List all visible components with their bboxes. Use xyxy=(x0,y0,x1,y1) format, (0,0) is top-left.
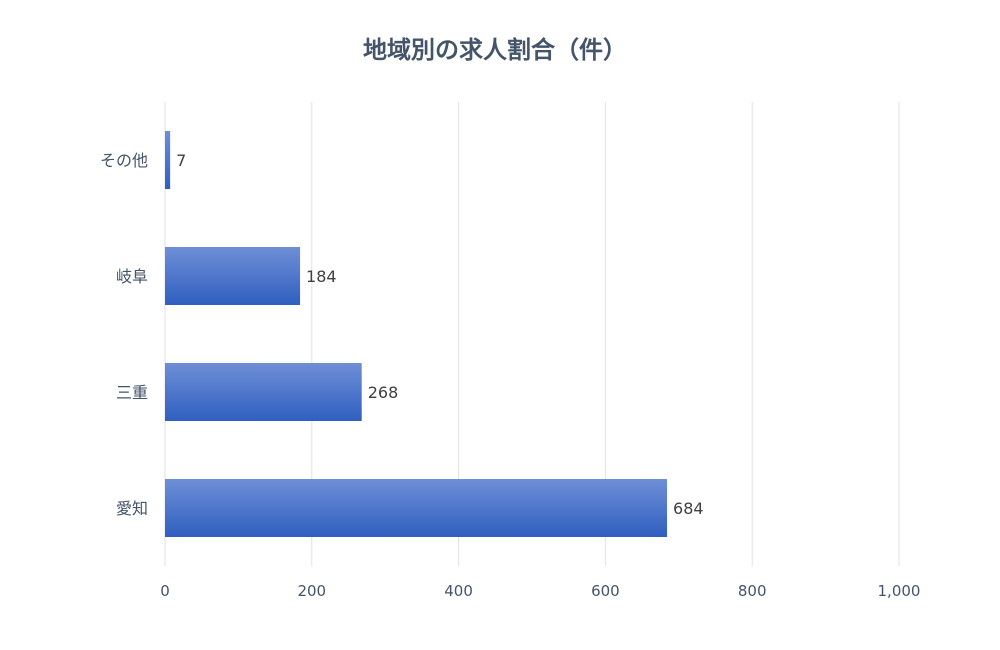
x-tick-label: 0 xyxy=(160,582,170,600)
data-label: 7 xyxy=(176,151,186,170)
data-labels: 7 184 268 684 xyxy=(176,151,703,518)
x-tick-label: 200 xyxy=(297,582,326,600)
bar-2 xyxy=(165,363,362,421)
category-label: 三重 xyxy=(116,383,148,402)
bar-3 xyxy=(165,479,668,537)
data-label: 184 xyxy=(306,267,337,286)
x-tick-label: 400 xyxy=(444,582,473,600)
data-label: 684 xyxy=(673,499,704,518)
x-axis-tick-labels: 0 200 400 600 800 1,000 xyxy=(160,582,920,600)
data-label: 268 xyxy=(368,383,399,402)
category-label: その他 xyxy=(100,151,148,170)
category-label: 岐阜 xyxy=(116,267,148,286)
x-tick-label: 1,000 xyxy=(878,582,921,600)
chart-title: 地域別の求人割合（件） xyxy=(363,36,627,64)
x-tick-label: 600 xyxy=(591,582,620,600)
bars xyxy=(165,131,668,537)
x-tick-label: 800 xyxy=(738,582,767,600)
bar-1 xyxy=(165,247,301,305)
bar-0 xyxy=(165,131,171,189)
category-label: 愛知 xyxy=(116,499,148,518)
